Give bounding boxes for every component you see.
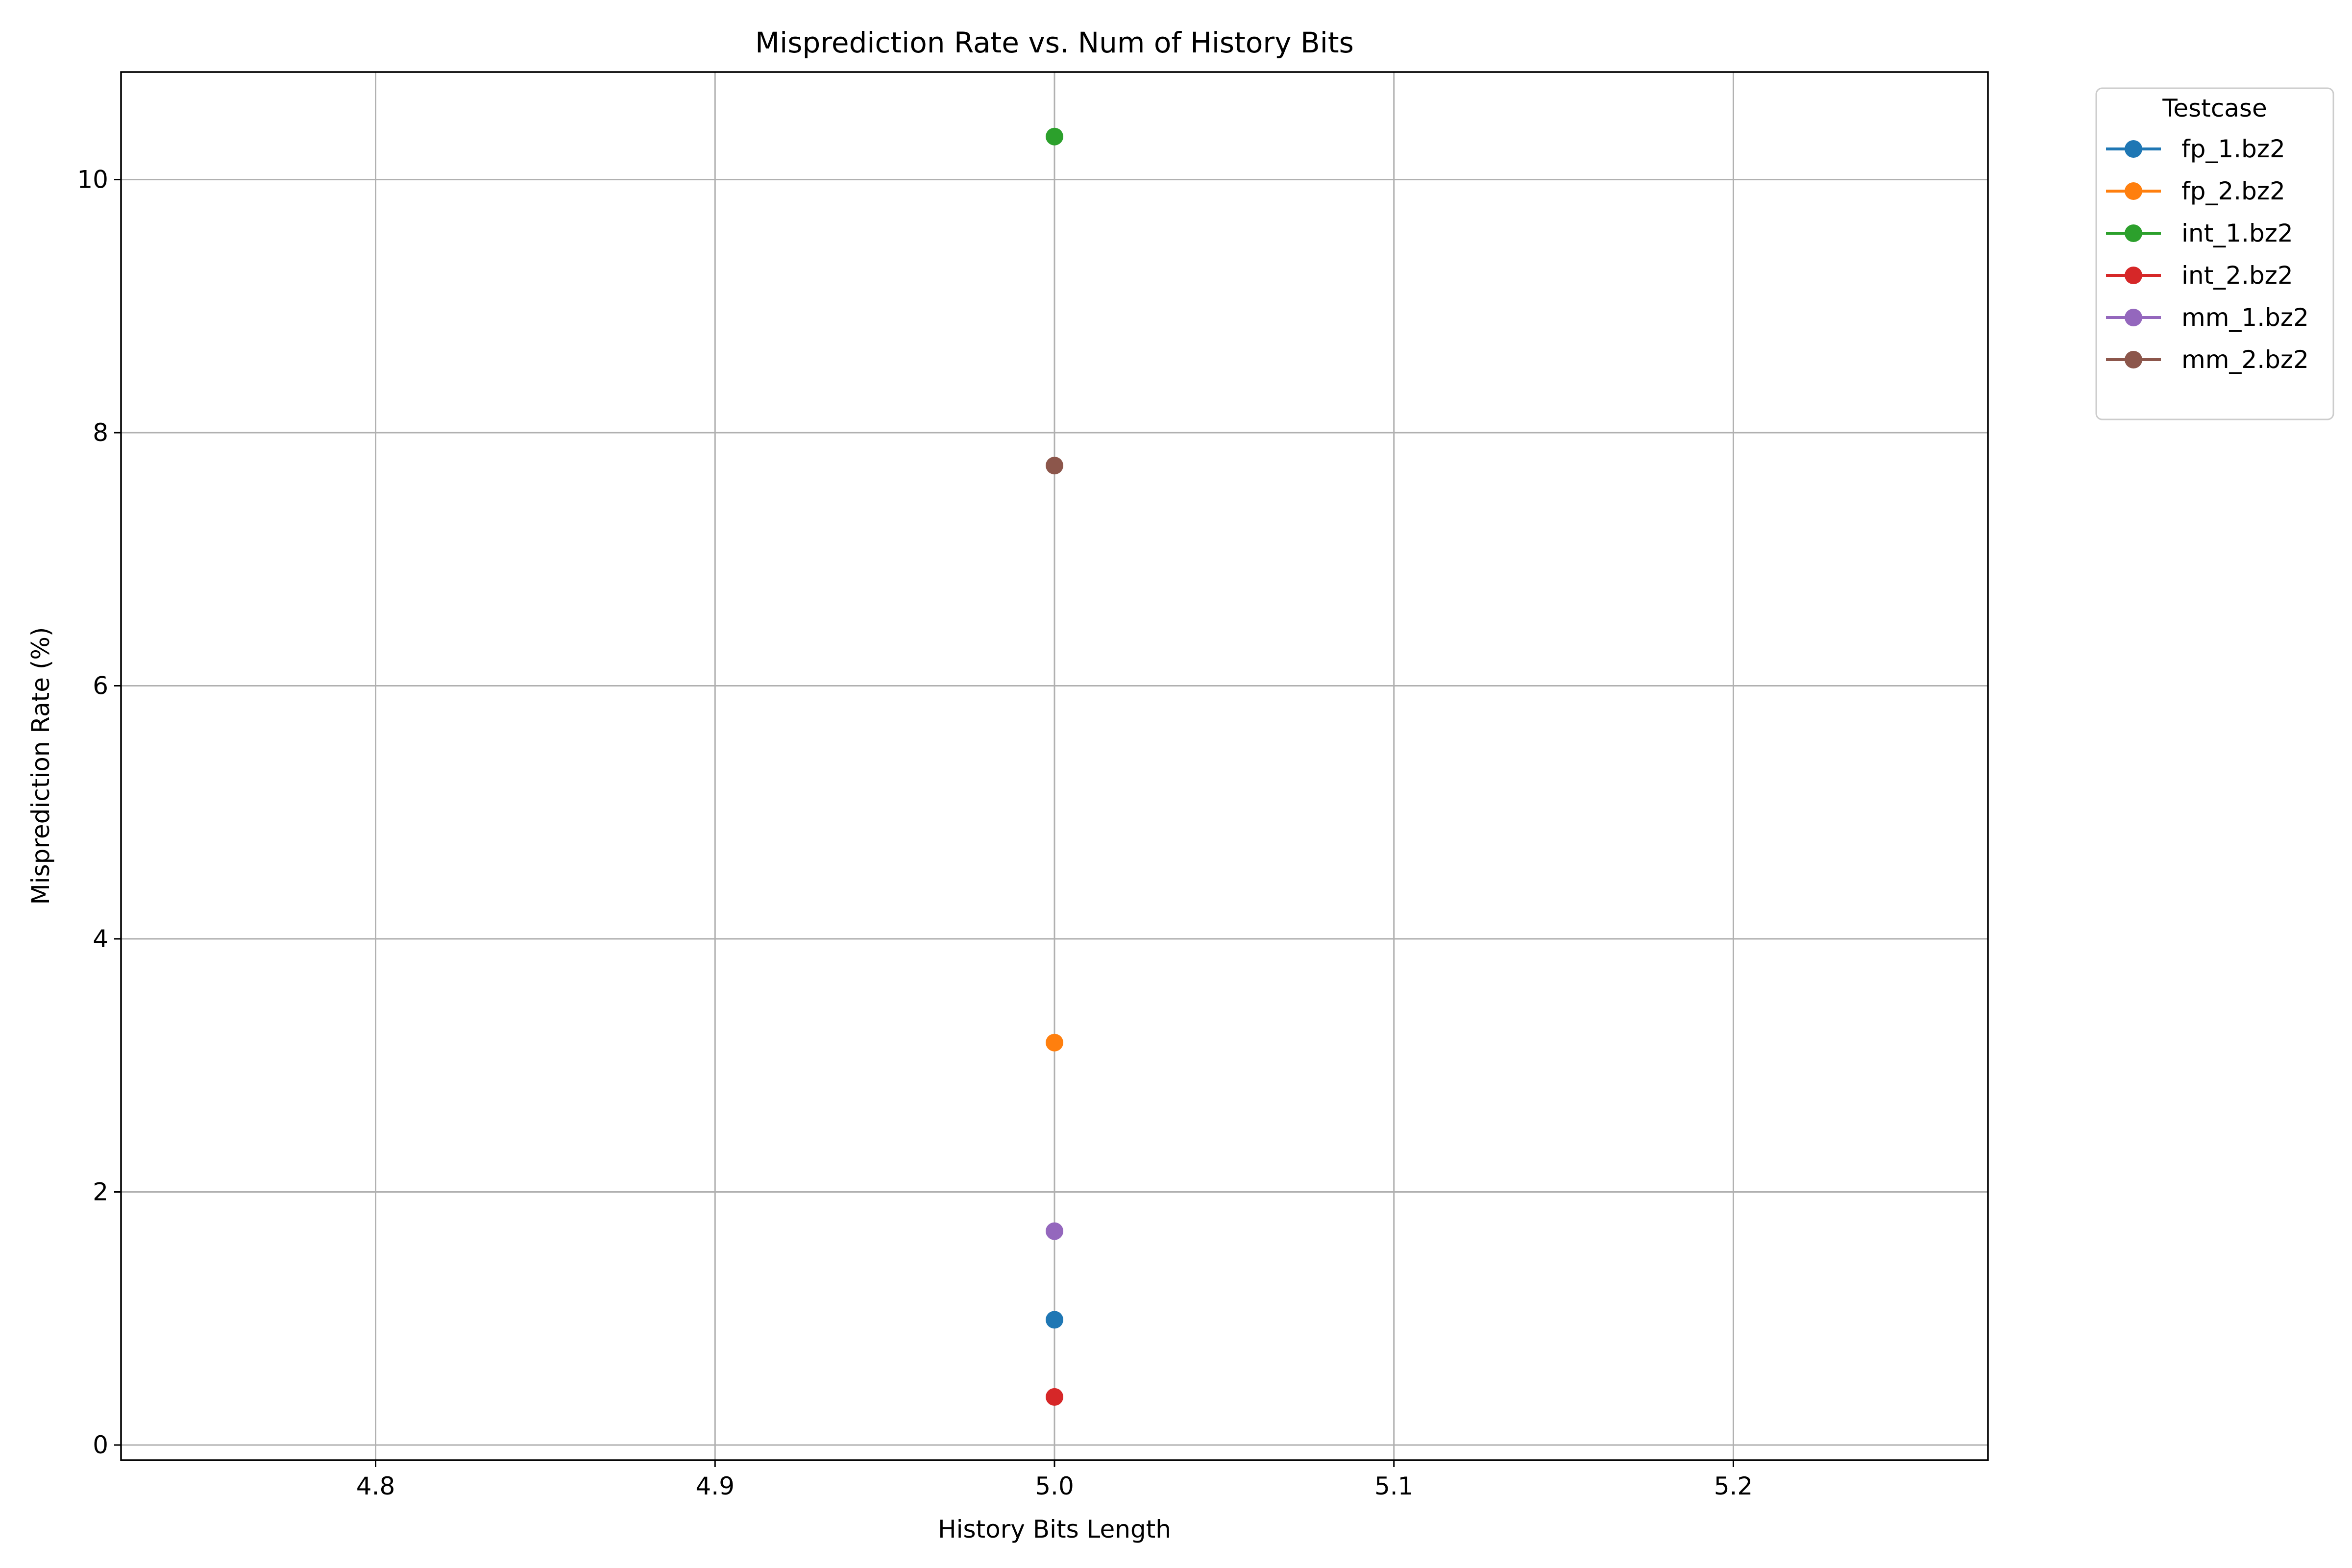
legend: Testcase fp_1.bz2 fp_2.bz2 int_1.bz2 int_2.…	[2095, 87, 2334, 420]
legend-items: fp_1.bz2 fp_2.bz2 int_1.bz2 int_2.bz2 mm_1.b…	[2106, 135, 2309, 374]
legend-frame	[2095, 87, 2334, 420]
x-tick-label: 4.8	[356, 1472, 395, 1500]
legend-marker	[2125, 140, 2142, 158]
x-tick-label: 5.2	[1714, 1472, 1753, 1500]
legend-label: fp_1.bz2	[2181, 135, 2285, 163]
data-point	[1046, 1033, 1063, 1052]
legend-label: int_1.bz2	[2181, 219, 2293, 247]
grid	[121, 72, 1988, 1460]
legend-marker	[2125, 182, 2142, 200]
y-tick-label: 4	[93, 925, 108, 953]
chart-title: Misprediction Rate vs. Num of History Bi…	[755, 26, 1354, 59]
data-point	[1046, 1388, 1063, 1406]
x-tick-label: 4.9	[696, 1472, 735, 1500]
legend-marker	[2125, 309, 2142, 326]
data-point	[1046, 1222, 1063, 1240]
legend-label: int_2.bz2	[2181, 261, 2293, 290]
y-tick-label: 6	[93, 672, 108, 700]
data-point	[1046, 1311, 1063, 1329]
legend-title: Testcase	[2162, 94, 2267, 122]
y-tick-label: 8	[93, 418, 108, 447]
legend-marker	[2125, 267, 2142, 284]
legend-label: mm_1.bz2	[2181, 303, 2309, 332]
x-axis-label: History Bits Length	[938, 1515, 1171, 1544]
legend-label: fp_2.bz2	[2181, 177, 2285, 205]
x-tick-label: 5.0	[1035, 1472, 1074, 1500]
data-point	[1046, 457, 1063, 475]
legend-marker	[2125, 351, 2142, 368]
y-tick-label: 0	[93, 1431, 108, 1459]
y-axis-ticks: 0 2 4 6 8 10	[77, 166, 121, 1459]
legend-label: mm_2.bz2	[2181, 345, 2309, 374]
legend-marker	[2125, 224, 2142, 242]
data-points	[1046, 127, 1063, 1406]
x-tick-label: 5.1	[1374, 1472, 1414, 1500]
x-axis-ticks: 4.8 4.9 5.0 5.1 5.2	[356, 1460, 1753, 1500]
y-axis-label: Misprediction Rate (%)	[26, 627, 55, 905]
data-point	[1046, 127, 1063, 146]
y-tick-label: 2	[93, 1178, 108, 1206]
y-tick-label: 10	[77, 166, 108, 194]
